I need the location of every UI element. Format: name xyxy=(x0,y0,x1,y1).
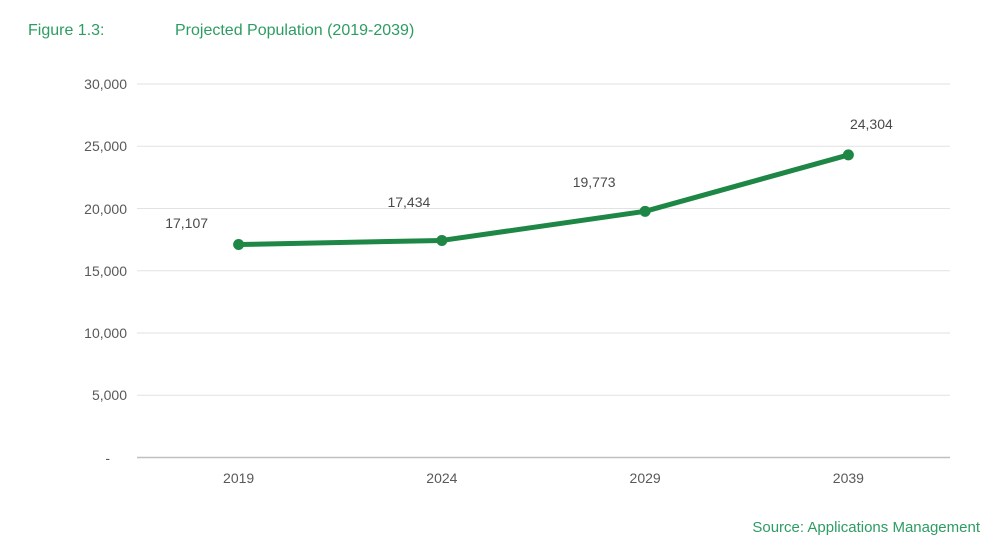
y-tick-label: 10,000 xyxy=(84,325,127,341)
y-tick-label: 5,000 xyxy=(91,387,127,404)
y-tick-label: 25,000 xyxy=(84,138,127,155)
data-label: 17,434 xyxy=(387,194,431,211)
figure-label: Figure 1.3: xyxy=(28,22,105,39)
source-caption: Source: Applications Management xyxy=(752,519,980,536)
y-tick-label: 15,000 xyxy=(84,262,127,279)
data-point-marker xyxy=(639,205,651,217)
x-tick-label: 2039 xyxy=(832,470,864,486)
data-label: 17,107 xyxy=(165,214,209,231)
data-point-marker xyxy=(842,149,854,161)
series-line xyxy=(236,152,851,248)
y-tick-label: 20,000 xyxy=(84,200,127,217)
data-point-marker xyxy=(233,239,245,251)
data-label: 24,304 xyxy=(849,115,893,132)
x-tick-label: 2024 xyxy=(426,470,458,486)
data-point-marker xyxy=(436,234,448,246)
y-tick-label: - xyxy=(105,449,110,466)
data-label: 19,773 xyxy=(572,174,616,191)
y-tick-label: 30,000 xyxy=(84,76,127,92)
chart-title: Projected Population (2019-2039) xyxy=(175,22,415,39)
x-tick-label: 2019 xyxy=(223,470,255,486)
x-tick-label: 2029 xyxy=(629,470,661,486)
chart-header: Figure 1.3: Projected Population (2019-2… xyxy=(0,22,1000,46)
